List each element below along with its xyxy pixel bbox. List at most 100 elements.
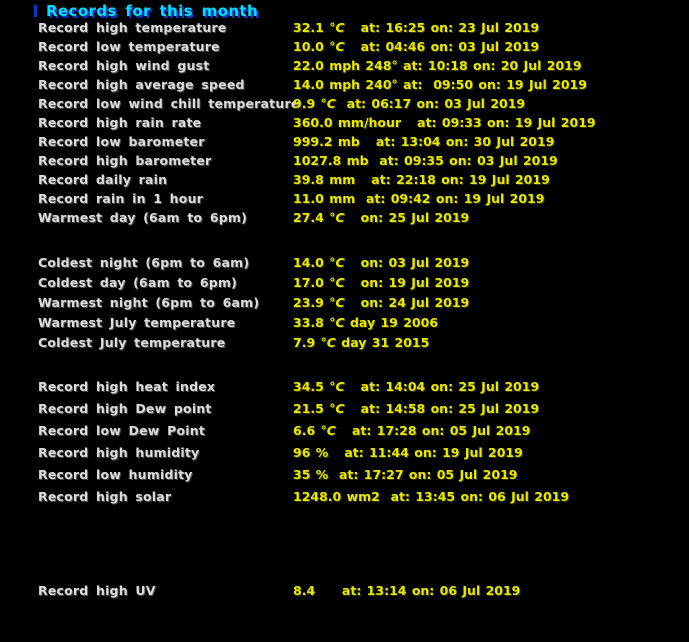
record-value: 999.2 mb at: 13:04 on: 30 Jul 2019 [293, 132, 554, 151]
record-value-number: 8.4 [293, 583, 316, 598]
record-group-2: Coldest night (6pm to 6am) 14.0 °C on: 03… [38, 253, 689, 353]
record-value: 17.0 °C on: 19 Jul 2019 [293, 273, 469, 293]
record-value: 10.0 °C at: 04:46 on: 03 Jul 2019 [293, 37, 539, 56]
record-value: 1027.8 mb at: 09:35 on: 03 Jul 2019 [293, 151, 558, 170]
record-value-number: 96 [293, 445, 311, 460]
record-value: 8.4 at: 13:14 on: 06 Jul 2019 [293, 580, 520, 602]
record-row: Record low Dew Point 6.6 °C at: 17:28 on:… [38, 420, 689, 442]
record-value-number: 11.0 [293, 191, 324, 206]
record-value-detail: at: 22:18 on: 19 Jul 2019 [355, 172, 550, 187]
record-value-number: 14.0 [293, 255, 324, 270]
record-label: Warmest July temperature [38, 315, 236, 330]
record-value-number: 1248.0 [293, 489, 342, 504]
record-value-unit: °C [323, 20, 345, 35]
record-value: 7.9 °C day 31 2015 [293, 333, 429, 353]
record-value-detail: on: 19 Jul 2019 [344, 275, 470, 290]
record-row: Warmest night (6pm to 6am) 23.9 °C on: 24… [38, 293, 689, 313]
record-value: 96 % at: 11:44 on: 19 Jul 2019 [293, 442, 523, 464]
record-row: Record rain in 1 hour 11.0 mm at: 09:42 o… [38, 189, 689, 208]
record-value-unit: mm/hour [332, 115, 402, 130]
record-row: Record high Dew point 21.5 °C at: 14:58 o… [38, 398, 689, 420]
record-row: Record low temperature 10.0 °C at: 04:46 … [38, 37, 689, 56]
record-row: Coldest July temperature 7.9 °C day 31 20… [38, 333, 689, 353]
record-value-detail: at: 14:04 on: 25 Jul 2019 [344, 379, 540, 394]
record-row: Record high barometer 1027.8 mb at: 09:35… [38, 151, 689, 170]
record-value-detail: at: 13:14 on: 06 Jul 2019 [315, 583, 521, 598]
record-value-unit: °C [323, 210, 345, 225]
record-row: Coldest night (6pm to 6am) 14.0 °C on: 03… [38, 253, 689, 273]
record-row: Record high heat index 34.5 °C at: 14:04 … [38, 376, 689, 398]
record-value-detail: on: 25 Jul 2019 [344, 210, 470, 225]
record-row: Record daily rain 39.8 mm at: 22:18 on: 1… [38, 170, 689, 189]
record-value: 11.0 mm at: 09:42 on: 19 Jul 2019 [293, 189, 544, 208]
record-label: Record high rain rate [38, 115, 202, 130]
record-value-unit: mph 240° [323, 77, 398, 92]
record-value: 6.6 °C at: 17:28 on: 05 Jul 2019 [293, 420, 530, 442]
record-value: 32.1 °C at: 16:25 on: 23 Jul 2019 [293, 18, 539, 37]
record-value: 1248.0 wm2 at: 13:45 on: 06 Jul 2019 [293, 486, 569, 508]
record-value: 35 % at: 17:27 on: 05 Jul 2019 [293, 464, 517, 486]
record-row: Warmest July temperature 33.8 °C day 19 2… [38, 313, 689, 333]
record-label: Record daily rain [38, 172, 168, 187]
record-value: 14.0 mph 240° at: 09:50 on: 19 Jul 2019 [293, 75, 587, 94]
record-value: 33.8 °C day 19 2006 [293, 313, 438, 333]
record-value-unit: mm [323, 191, 356, 206]
record-value-unit: °C [323, 275, 345, 290]
record-value-number: 33.8 [293, 315, 324, 330]
record-value-unit: °C [323, 39, 345, 54]
record-value-number: 10.0 [293, 39, 324, 54]
record-value-unit: wm2 [341, 489, 380, 504]
record-label: Record low Dew Point [38, 423, 205, 438]
record-value-number: 39.8 [293, 172, 324, 187]
record-value-detail: at: 13:45 on: 06 Jul 2019 [379, 489, 570, 504]
record-value-detail: at: 09:50 on: 19 Jul 2019 [397, 77, 587, 92]
record-value-number: 23.9 [293, 295, 324, 310]
record-value-number: 1027.8 [293, 153, 342, 168]
record-value-detail: at: 09:42 on: 19 Jul 2019 [355, 191, 545, 206]
record-label: Record high temperature [38, 20, 227, 35]
record-value-number: 21.5 [293, 401, 324, 416]
record-row: Record high rain rate 360.0 mm/hour at: 0… [38, 113, 689, 132]
record-label: Coldest night (6pm to 6am) [38, 255, 250, 270]
record-label: Record high solar [38, 489, 172, 504]
record-label: Record high UV [38, 583, 156, 598]
record-value-unit: % [310, 445, 329, 460]
records-list: Record high temperature 32.1 °C at: 16:25… [38, 18, 689, 602]
record-value-number: 6.6 [293, 423, 316, 438]
record-value: 39.8 mm at: 22:18 on: 19 Jul 2019 [293, 170, 550, 189]
record-value: 27.4 °C on: 25 Jul 2019 [293, 208, 469, 227]
record-value: 22.0 mph 248° at: 10:18 on: 20 Jul 2019 [293, 56, 582, 75]
record-label: Record high humidity [38, 445, 200, 460]
record-value: 34.5 °C at: 14:04 on: 25 Jul 2019 [293, 376, 539, 398]
record-value-unit: °C [323, 315, 345, 330]
record-value-number: 27.4 [293, 210, 324, 225]
record-label: Record low temperature [38, 39, 220, 54]
record-label: Record low wind chill temperature [38, 96, 300, 111]
record-value-unit: °C [323, 295, 345, 310]
record-row: Record low barometer 999.2 mb at: 13:04 o… [38, 132, 689, 151]
record-row: Record low humidity 35 % at: 17:27 on: 05… [38, 464, 689, 486]
page-title: Records for this month [46, 2, 259, 20]
record-value-number: 360.0 [293, 115, 333, 130]
record-value-number: 32.1 [293, 20, 324, 35]
record-label: Record high average speed [38, 77, 245, 92]
record-value-detail: at: 09:35 on: 03 Jul 2019 [368, 153, 558, 168]
record-label: Record rain in 1 hour [38, 191, 204, 206]
record-value-detail: at: 10:18 on: 20 Jul 2019 [397, 58, 582, 73]
record-value-unit: °C [315, 423, 336, 438]
record-value-number: 35 [293, 467, 311, 482]
record-row: Record high temperature 32.1 °C at: 16:25… [38, 18, 689, 37]
record-label: Coldest July temperature [38, 335, 226, 350]
record-value-number: 34.5 [293, 379, 324, 394]
record-value-number: 7.9 [293, 335, 316, 350]
record-row: Warmest day (6am to 6pm) 27.4 °C on: 25 J… [38, 208, 689, 227]
record-value-number: 9.9 [293, 96, 316, 111]
record-value-unit: °C [323, 255, 345, 270]
record-value: 21.5 °C at: 14:58 on: 25 Jul 2019 [293, 398, 539, 420]
record-value-unit: mm [323, 172, 356, 187]
record-value-detail: day 19 2006 [344, 315, 439, 330]
record-label: Record low barometer [38, 134, 205, 149]
record-value: 9.9 °C at: 06:17 on: 03 Jul 2019 [293, 94, 525, 113]
record-row: Record low wind chill temperature 9.9 °C … [38, 94, 689, 113]
